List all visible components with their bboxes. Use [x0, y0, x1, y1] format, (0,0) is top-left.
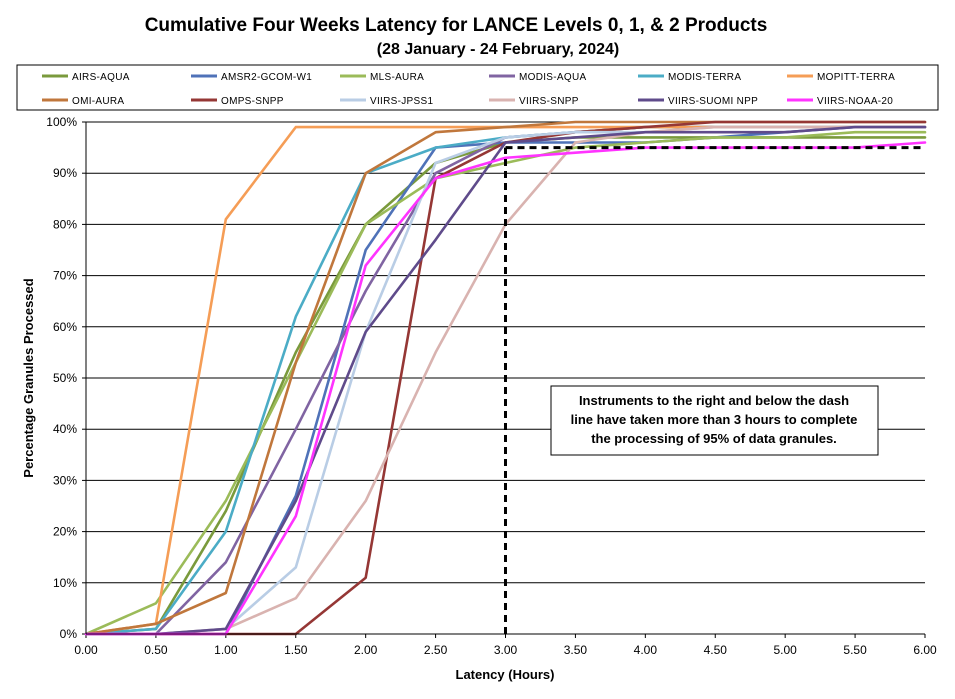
x-tick-label: 0.50 [144, 643, 168, 657]
legend-label-modis-terra: MODIS-TERRA [668, 72, 741, 83]
legend-box [16, 64, 939, 111]
annotation-box: Instruments to the right and below the d… [550, 385, 879, 456]
annotation-line-1: Instruments to the right and below the d… [579, 393, 849, 408]
y-tick-label: 10% [53, 576, 77, 590]
y-tick-label: 100% [46, 115, 77, 129]
legend-label-viirs-jpss1: VIIRS-JPSS1 [370, 96, 433, 107]
annotation-frame [550, 385, 879, 456]
legend: AIRS-AQUA AMSR2-GCOM-W1 MLS-AURA MODIS-AQUA… [42, 72, 895, 107]
x-axis-ticks: 0.00 0.50 1.00 1.50 2.00 2.50 3.00 3.50 4.00 4.50… [74, 634, 937, 657]
x-tick-label: 5.00 [773, 643, 797, 657]
x-tick-label: 1.00 [214, 643, 238, 657]
y-tick-label: 70% [53, 269, 77, 283]
y-tick-label: 50% [53, 371, 77, 385]
y-axis-label: Percentage Granules Processed [21, 278, 36, 477]
legend-label-mls-aura: MLS-AURA [370, 72, 424, 83]
x-tick-label: 0.00 [74, 643, 98, 657]
annotation-line-2: line have taken more than 3 hours to com… [571, 412, 858, 427]
x-tick-label: 4.00 [634, 643, 658, 657]
y-tick-label: 60% [53, 320, 77, 334]
chart-title: Cumulative Four Weeks Latency for LANCE … [145, 15, 768, 36]
legend-label-mopitt-terra: MOPITT-TERRA [817, 72, 895, 83]
y-tick-label: 0% [60, 627, 78, 641]
x-tick-label: 2.00 [354, 643, 378, 657]
x-axis-label: Latency (Hours) [456, 667, 555, 682]
y-tick-label: 90% [53, 166, 77, 180]
y-tick-label: 20% [53, 525, 77, 539]
chart-subtitle: (28 January - 24 February, 2024) [377, 41, 620, 58]
y-tick-label: 40% [53, 422, 77, 436]
legend-label-amsr2-gcom-w1: AMSR2-GCOM-W1 [221, 72, 312, 83]
legend-label-airs-aqua: AIRS-AQUA [72, 72, 130, 83]
x-tick-label: 3.00 [494, 643, 518, 657]
x-tick-label: 6.00 [913, 643, 937, 657]
threshold-dash-line [504, 146, 925, 634]
y-axis-ticks: 0% 10% 20% 30% 40% 50% 60% 70% 80% 90% 100% [46, 115, 86, 641]
x-tick-label: 5.50 [843, 643, 867, 657]
series-line-viirs-suomi-npp [84, 125, 927, 636]
y-tick-label: 30% [53, 473, 77, 487]
legend-label-viirs-snpp: VIIRS-SNPP [519, 96, 579, 107]
legend-label-viirs-noaa-20: VIIRS-NOAA-20 [817, 96, 893, 107]
x-tick-label: 3.50 [564, 643, 588, 657]
legend-label-modis-aqua: MODIS-AQUA [519, 72, 586, 83]
annotation-line-3: the processing of 95% of data granules. [591, 431, 837, 446]
x-tick-label: 2.50 [424, 643, 448, 657]
x-tick-label: 1.50 [284, 643, 308, 657]
legend-label-omps-snpp: OMPS-SNPP [221, 96, 284, 107]
y-tick-label: 80% [53, 217, 77, 231]
legend-label-viirs-suomi-npp: VIIRS-SUOMI NPP [668, 96, 758, 107]
x-tick-label: 4.50 [704, 643, 728, 657]
legend-label-omi-aura: OMI-AURA [72, 96, 124, 107]
